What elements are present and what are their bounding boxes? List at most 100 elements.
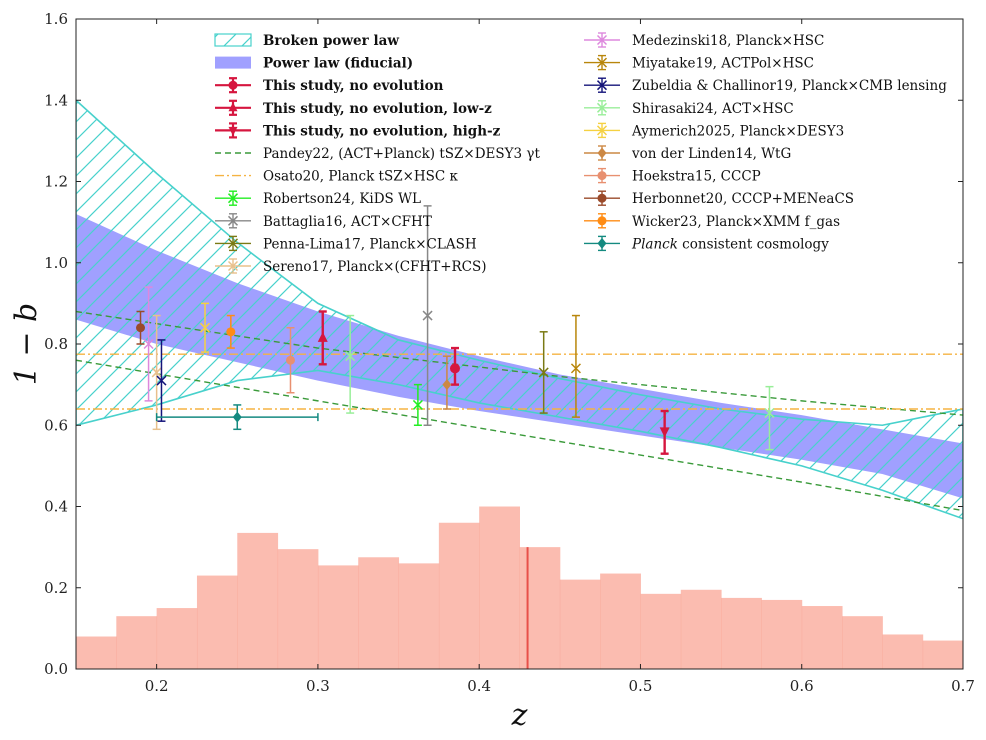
legend-label: Robertson24, KiDS WL: [263, 191, 421, 207]
legend-label: Planck consistent cosmology: [631, 236, 829, 252]
legend-item: Power law (fiducial): [215, 56, 413, 72]
legend-item: Robertson24, KiDS WL: [215, 190, 421, 207]
legend-label: Penna-Lima17, Planck×CLASH: [263, 236, 477, 252]
y-tick-label: 0.2: [44, 579, 68, 597]
marker: [597, 171, 607, 181]
data-point: [449, 346, 460, 386]
hist-bar: [882, 634, 924, 669]
literature-lines: [76, 310, 963, 512]
hist-bar: [438, 522, 480, 669]
model-bands: [76, 99, 963, 520]
legend-item: Zubeldia & Challinor19, Planck×CMB lensi…: [584, 77, 947, 94]
data-point: [226, 314, 236, 349]
hist-bar: [600, 573, 641, 669]
legend-label: Osato20, Planck tSZ×HSC κ: [263, 169, 459, 185]
hist-bar: [479, 506, 520, 669]
legend-label: Pandey22, (ACT+Planck) tSZ×DESY3 γt: [263, 146, 540, 162]
legend-label: Medezinski18, Planck×HSC: [632, 33, 824, 49]
marker: [345, 351, 356, 362]
hist-bar: [358, 557, 400, 669]
marker: [317, 331, 328, 342]
y-tick-label: 0.6: [44, 416, 68, 434]
legend-item: Penna-Lima17, Planck×CLASH: [215, 235, 477, 252]
literature-points: [136, 205, 775, 455]
hist-bar: [519, 547, 561, 669]
marker: [596, 80, 608, 91]
hist-bar: [721, 597, 762, 669]
legend-item: Sereno17, Planck×(CFHT+RCS): [215, 258, 487, 275]
line-upper: [76, 310, 963, 416]
legend-item: Herbonnet20, CCCP+MENeaCS: [584, 190, 854, 207]
x-tick-label: 0.6: [790, 677, 814, 695]
legend-swatch: [214, 33, 252, 47]
data-point: [659, 409, 670, 455]
x-tick-label: 0.2: [145, 677, 169, 695]
legend-label-part: consistent cosmology: [678, 236, 829, 252]
marker: [570, 363, 581, 374]
legend-item: Planck consistent cosmology: [584, 235, 829, 252]
marker: [597, 237, 607, 249]
marker: [285, 355, 295, 365]
marker: [596, 57, 608, 68]
broken-power-law-band: [76, 99, 963, 520]
hist-bar: [842, 616, 883, 669]
hist-bar: [761, 599, 803, 669]
legend-label: Zubeldia & Challinor19, Planck×CMB lensi…: [632, 78, 947, 94]
marker: [151, 367, 162, 378]
hist-bar: [398, 563, 440, 669]
hist-bar: [156, 608, 198, 669]
marker: [227, 260, 239, 272]
hist-bar: [640, 593, 682, 669]
marker: [232, 411, 242, 423]
legend-item: Broken power law: [214, 33, 399, 49]
hist-bar: [277, 549, 319, 669]
legend-label: Sereno17, Planck×(CFHT+RCS): [263, 259, 487, 275]
x-tick-label: 0.4: [467, 677, 491, 695]
legend-item: Miyatake19, ACTPol×HSC: [584, 54, 814, 72]
marker: [597, 147, 607, 159]
legend-item: This study, no evolution, high-z: [215, 122, 501, 139]
marker: [228, 102, 238, 112]
legend-label: Miyatake19, ACTPol×HSC: [632, 56, 814, 72]
legend-item: Wicker23, Planck×XMM f_gas: [584, 213, 840, 230]
legend-label: This study, no evolution, low-z: [263, 101, 492, 117]
x-tick-label: 0.7: [951, 677, 975, 695]
legend-item: von der Linden14, WtG: [584, 145, 791, 162]
data-point: [442, 355, 452, 410]
data-point: [143, 286, 154, 402]
legend-item: Osato20, Planck tSZ×HSC κ: [215, 169, 459, 185]
marker: [199, 322, 211, 333]
marker: [764, 408, 775, 419]
marker: [596, 102, 608, 113]
legend-label: Battaglia16, ACT×CFHT: [263, 214, 432, 230]
y-tick-label: 0.8: [44, 335, 68, 353]
y-tick-label: 0.4: [44, 498, 68, 516]
data-point: [285, 327, 295, 394]
data-point: [155, 404, 319, 431]
marker: [228, 126, 238, 136]
marker: [596, 34, 608, 46]
redshift-histogram: [76, 506, 963, 669]
data-point: [136, 310, 146, 345]
marker: [226, 327, 236, 337]
legend-label: Power law (fiducial): [263, 56, 413, 72]
marker: [538, 367, 549, 378]
x-tick-label: 0.5: [629, 677, 653, 695]
x-tick-label: 0.3: [306, 677, 330, 695]
data-point: [538, 331, 549, 414]
y-axis-label: 1 − b: [9, 303, 44, 386]
legend-label: Hoekstra15, CCCP: [632, 169, 761, 185]
marker: [422, 310, 433, 321]
marker: [596, 125, 608, 136]
data-point: [151, 314, 162, 431]
legend-item: Medezinski18, Planck×HSC: [584, 32, 824, 49]
hist-bar: [196, 575, 238, 669]
legend-label: Broken power law: [263, 33, 399, 49]
legend-label: Shirasaki24, ACT×HSC: [632, 101, 794, 117]
line-lower: [76, 359, 963, 512]
marker: [597, 216, 607, 226]
legend-label: This study, no evolution, high-z: [263, 123, 501, 139]
y-tick-label: 1.4: [44, 91, 68, 109]
legend-item: Pandey22, (ACT+Planck) tSZ×DESY3 γt: [215, 146, 540, 162]
